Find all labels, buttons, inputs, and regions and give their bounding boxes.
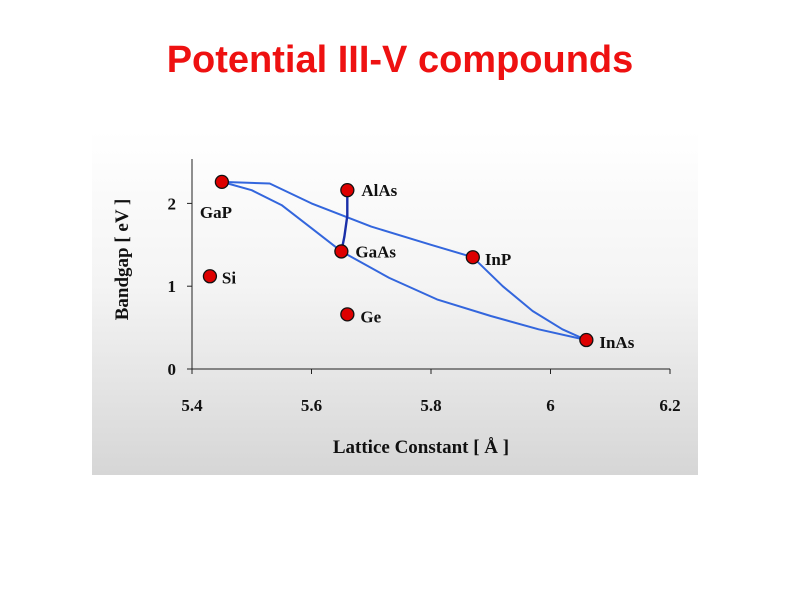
point-label-si: Si	[222, 268, 236, 287]
curve-gaas-inas	[340, 250, 587, 341]
curve-inp-inas	[472, 256, 587, 341]
point-inas	[579, 332, 594, 348]
point-label-inp: InP	[485, 250, 511, 269]
axis-ticks: 5.4 5.6 5.8 6 6.2 0 1 2	[168, 194, 681, 415]
chart-panel: 5.4 5.6 5.8 6 6.2 0 1 2 GaP AlAs GaAs InP Si Ge InAs …	[92, 130, 698, 475]
point-gaas	[334, 244, 349, 259]
y-tick-label: 1	[168, 277, 177, 296]
x-tick-label: 6	[546, 396, 555, 415]
x-tick-label: 5.6	[301, 396, 322, 415]
x-tick-label: 5.8	[420, 396, 441, 415]
x-tick-label: 5.4	[181, 396, 203, 415]
x-axis-title: Lattice Constant [ Å ]	[333, 437, 509, 458]
point-inp	[465, 250, 480, 265]
slide-title: Potential III-V compounds	[166, 39, 634, 81]
y-tick-label: 2	[168, 194, 177, 213]
point-label-alas: AlAs	[361, 181, 397, 200]
point-ge	[340, 307, 355, 322]
curve-gaas-alas	[340, 190, 349, 252]
point-label-gaas: GaAs	[355, 242, 396, 261]
alloy-curves	[221, 180, 587, 341]
point-alas	[340, 183, 355, 198]
point-gap	[214, 174, 230, 190]
point-label-ge: Ge	[360, 307, 381, 326]
curve-gap-inp	[221, 180, 474, 259]
point-si	[202, 269, 218, 284]
point-label-inas: InAs	[599, 333, 634, 352]
compound-points: GaP AlAs GaAs InP Si Ge InAs	[200, 174, 635, 352]
curve-gap-gaas	[221, 180, 343, 253]
y-tick-label: 0	[168, 360, 177, 379]
x-tick-label: 6.2	[659, 396, 680, 415]
y-axis-title: Bandgap [ eV ]	[112, 199, 133, 321]
point-label-gap: GaP	[200, 203, 232, 222]
